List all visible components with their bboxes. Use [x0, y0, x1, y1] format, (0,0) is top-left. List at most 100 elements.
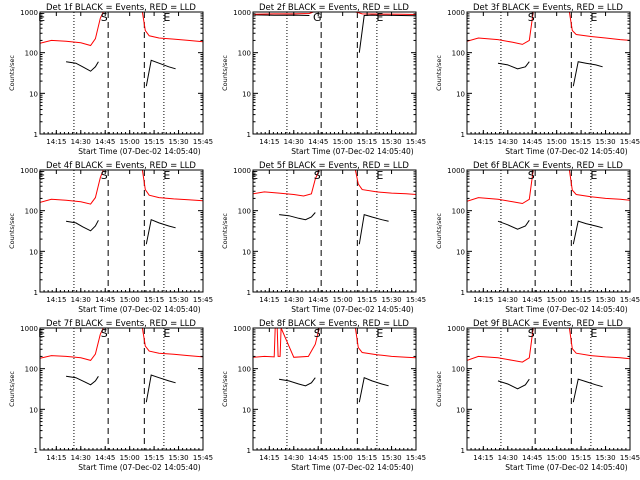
panel-det-8: Det 8f BLACK = Events, RED = LLD 1 10 100 10…: [221, 319, 426, 472]
phase-marker: E: [376, 11, 383, 24]
y-tick-label: 1000: [233, 325, 251, 333]
series-events-line: [66, 61, 99, 72]
plot-frame: [466, 169, 631, 293]
series-events-line: [497, 61, 530, 70]
data-layer: [467, 170, 630, 292]
y-tick-label: 1: [247, 131, 251, 139]
x-tick-label: 15:15: [571, 454, 591, 462]
x-tick-label: 15:15: [357, 138, 377, 146]
x-tick-label: 15:15: [357, 454, 377, 462]
series-lld-line: [40, 170, 104, 205]
series-lld-line: [355, 12, 416, 15]
series-events-line: [279, 377, 316, 387]
plot-frame: [466, 11, 631, 135]
x-tick-label: 15:00: [547, 454, 567, 462]
y-tick-label: 1000: [20, 167, 38, 175]
series-events-line: [358, 213, 389, 245]
x-tick-label: 14:45: [522, 138, 542, 146]
phase-marker: E: [163, 169, 170, 182]
x-tick-label: 14:45: [522, 454, 542, 462]
x-tick-label: 14:45: [308, 296, 328, 304]
y-tick-label: 100: [238, 366, 251, 374]
x-tick-label: 15:15: [144, 296, 164, 304]
y-tick-label: 10: [456, 90, 465, 98]
y-axis-label: Counts/sec: [221, 371, 229, 407]
y-tick-label: 1000: [233, 9, 251, 17]
phase-marker: E: [376, 327, 383, 340]
data-layer: [253, 328, 416, 450]
series-events-line: [145, 374, 176, 403]
series-lld-line: [141, 170, 203, 202]
y-tick-label: 10: [242, 406, 251, 414]
y-tick-label: 10: [242, 90, 251, 98]
y-tick-label: 1: [34, 131, 38, 139]
x-tick-label: 14:30: [498, 138, 518, 146]
series-lld-line: [467, 328, 534, 363]
plot-frame: [39, 11, 204, 135]
y-tick-label: 1000: [233, 167, 251, 175]
panel-title: Det 3f BLACK = Events, RED = LLD: [473, 3, 623, 13]
y-axis-label: Counts/sec: [8, 55, 16, 91]
x-tick-label: 14:30: [498, 454, 518, 462]
panel-det-7: Det 7f BLACK = Events, RED = LLD 1 10 100 10…: [8, 319, 213, 472]
y-tick-label: 1000: [447, 167, 465, 175]
x-tick-label: 15:45: [406, 296, 426, 304]
x-tick-label: 15:00: [333, 296, 353, 304]
x-tick-label: 14:15: [473, 296, 493, 304]
series-lld-line: [354, 328, 416, 359]
x-tick-label: 15:45: [620, 138, 640, 146]
y-tick-label: 1: [34, 447, 38, 455]
series-lld-line: [253, 170, 320, 197]
y-tick-label: 10: [242, 248, 251, 256]
series-events-line: [279, 212, 316, 221]
x-tick-label: 15:30: [168, 454, 188, 462]
x-axis-label: Start Time (07-Dec-02 14:05:40): [291, 147, 413, 156]
phase-marker: S: [101, 11, 108, 24]
x-tick-label: 14:15: [46, 454, 66, 462]
x-axis-label: Start Time (07-Dec-02 14:05:40): [291, 463, 413, 472]
x-tick-label: 15:15: [144, 138, 164, 146]
series-events-line: [497, 378, 530, 390]
x-tick-label: 15:30: [381, 454, 401, 462]
data-layer: [253, 170, 416, 292]
x-tick-label: 15:45: [406, 454, 426, 462]
phase-marker: E: [376, 169, 383, 182]
data-layer: [40, 328, 203, 450]
x-axis-label: Start Time (07-Dec-02 14:05:40): [505, 305, 627, 314]
y-tick-label: 10: [29, 406, 38, 414]
series-events-line: [572, 220, 603, 245]
phase-marker: E: [38, 11, 45, 24]
panel-title: Det 7f BLACK = Events, RED = LLD: [46, 319, 196, 329]
plot-frame: [252, 11, 417, 135]
phase-marker: E: [251, 169, 258, 182]
x-tick-label: 14:45: [308, 138, 328, 146]
panel-det-2: Det 2f BLACK = Events, RED = LLD 1 10 100 10…: [221, 3, 426, 156]
y-axis-label: Counts/sec: [435, 55, 443, 91]
x-tick-label: 14:45: [95, 454, 115, 462]
plot-frame: [252, 169, 417, 293]
y-axis-label: Counts/sec: [8, 371, 16, 407]
series-lld-line: [40, 328, 104, 361]
x-axis-label: Start Time (07-Dec-02 14:05:40): [78, 305, 200, 314]
y-axis-label: Counts/sec: [221, 55, 229, 91]
data-layer: [467, 328, 630, 450]
series-events-line: [145, 59, 176, 87]
panel-det-9: Det 9f BLACK = Events, RED = LLD 1 10 100 10…: [435, 319, 640, 472]
x-tick-label: 15:00: [120, 454, 140, 462]
x-tick-label: 15:00: [547, 296, 567, 304]
y-axis-label: Counts/sec: [8, 213, 16, 249]
y-tick-label: 1: [461, 131, 465, 139]
x-tick-label: 14:45: [522, 296, 542, 304]
x-tick-label: 15:15: [571, 138, 591, 146]
y-tick-label: 10: [456, 248, 465, 256]
x-tick-label: 15:45: [193, 296, 213, 304]
y-tick-label: 100: [25, 366, 38, 374]
y-tick-label: 1: [247, 289, 251, 297]
data-layer: [467, 12, 630, 134]
panel-title: Det 1f BLACK = Events, RED = LLD: [46, 3, 196, 13]
data-layer: [40, 12, 203, 134]
y-tick-label: 10: [456, 406, 465, 414]
x-tick-label: 14:15: [259, 454, 279, 462]
y-tick-label: 1: [34, 289, 38, 297]
y-tick-label: 100: [25, 50, 38, 58]
